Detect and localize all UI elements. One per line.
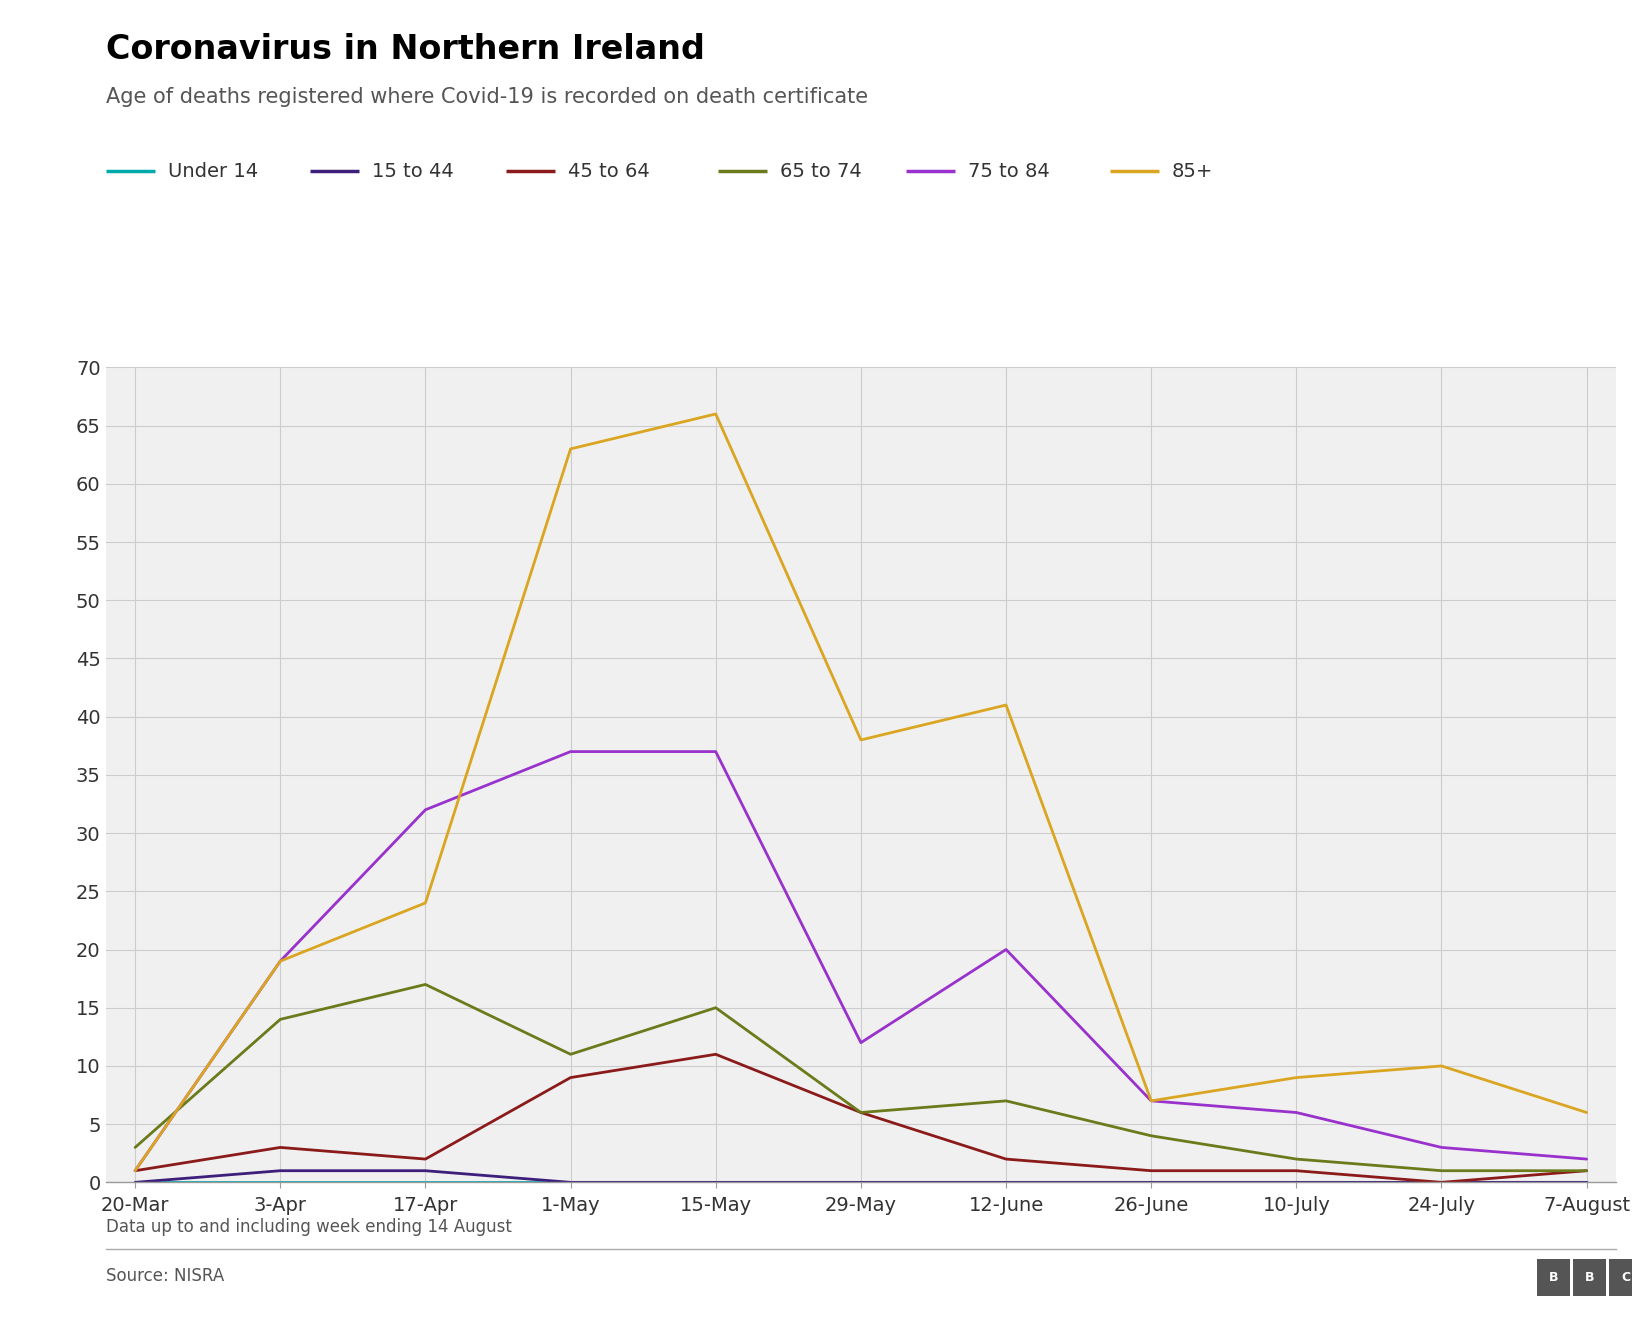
Text: 15 to 44: 15 to 44 bbox=[372, 162, 454, 180]
Text: Coronavirus in Northern Ireland: Coronavirus in Northern Ireland bbox=[106, 33, 705, 67]
Text: Data up to and including week ending 14 August: Data up to and including week ending 14 … bbox=[106, 1218, 512, 1236]
Text: 85+: 85+ bbox=[1172, 162, 1213, 180]
Text: B: B bbox=[1549, 1271, 1559, 1284]
Text: 75 to 84: 75 to 84 bbox=[968, 162, 1049, 180]
Text: C: C bbox=[1621, 1271, 1630, 1284]
Text: 65 to 74: 65 to 74 bbox=[780, 162, 862, 180]
Text: B: B bbox=[1585, 1271, 1594, 1284]
Text: Age of deaths registered where Covid-19 is recorded on death certificate: Age of deaths registered where Covid-19 … bbox=[106, 87, 868, 107]
Text: Source: NISRA: Source: NISRA bbox=[106, 1267, 224, 1284]
Text: 45 to 64: 45 to 64 bbox=[568, 162, 650, 180]
Text: Under 14: Under 14 bbox=[168, 162, 258, 180]
